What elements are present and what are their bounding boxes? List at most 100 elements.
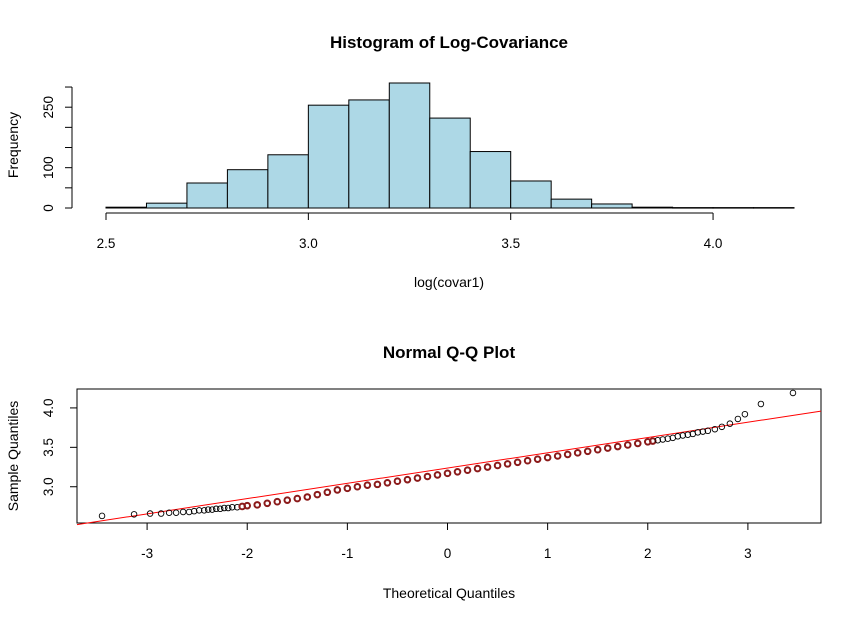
- histogram-bar: [388, 82, 431, 209]
- qq-plot-x-axis: -3 -2 -1 0 1 2 3: [141, 523, 752, 561]
- qq-point: [757, 400, 765, 408]
- qq-point: [413, 474, 422, 482]
- qq-point: [483, 463, 492, 471]
- qq-point: [726, 420, 734, 427]
- qq-point: [734, 415, 742, 423]
- histogram-y-tick-label: 250: [41, 96, 56, 119]
- qq-point: [373, 480, 382, 489]
- histogram-x-tick-label: 2.5: [97, 236, 116, 251]
- qq-point: [179, 508, 187, 516]
- qq-point: [204, 506, 212, 513]
- qq-y-tick-label: 4.0: [41, 399, 56, 418]
- qq-point: [208, 506, 216, 513]
- histogram-y-tick-label: 0: [41, 204, 56, 212]
- histogram-bar: [631, 206, 674, 209]
- qq-point: [303, 493, 312, 501]
- qq-point: [195, 507, 203, 514]
- qq-plot-x-label: Theoretical Quantiles: [383, 585, 515, 601]
- qq-point: [543, 453, 552, 462]
- histogram-bar: [348, 99, 390, 209]
- histogram-x-tick-label: 4.0: [704, 236, 723, 251]
- qq-point: [157, 510, 165, 517]
- qq-point: [633, 439, 642, 448]
- qq-point: [718, 423, 726, 431]
- histogram-y-axis: 0 100 250: [41, 86, 73, 212]
- qq-point: [313, 490, 322, 499]
- histogram-y-tick-label: 100: [41, 156, 56, 179]
- histogram-bar: [145, 202, 188, 209]
- qq-points: [98, 389, 797, 520]
- qq-point: [711, 425, 719, 433]
- qq-x-tick-label: 2: [644, 546, 652, 561]
- histogram-y-label: Frequency: [5, 112, 21, 178]
- qq-point: [443, 469, 452, 478]
- qq-point: [146, 510, 154, 517]
- qq-point: [684, 431, 692, 438]
- qq-plot-y-label: Sample Quantiles: [5, 401, 21, 512]
- qq-point: [583, 447, 592, 456]
- qq-point: [243, 501, 252, 510]
- qq-point: [130, 511, 138, 518]
- histogram-x-label: log(covar1): [414, 274, 484, 290]
- histogram-bar: [186, 182, 228, 209]
- qq-point: [603, 444, 612, 452]
- qq-point: [741, 410, 749, 418]
- histogram-bar: [591, 203, 633, 209]
- histogram-x-tick-label: 3.5: [501, 236, 520, 251]
- qq-point: [503, 460, 512, 468]
- histogram-bar: [267, 154, 309, 209]
- qq-point: [323, 488, 332, 497]
- histogram-x-axis: 2.5 3.0 3.5 4.0: [97, 212, 723, 251]
- qq-point: [212, 505, 220, 513]
- qq-point: [273, 497, 282, 506]
- qq-point: [393, 477, 402, 486]
- qq-point: [353, 482, 362, 491]
- qq-x-tick-label: -3: [141, 546, 153, 561]
- qq-point: [553, 452, 562, 460]
- qq-point: [333, 486, 342, 494]
- qq-point: [343, 484, 352, 493]
- histogram-bar: [712, 207, 755, 209]
- qq-point: [694, 429, 702, 436]
- qq-point: [704, 427, 712, 435]
- qq-point: [263, 499, 272, 508]
- qq-point: [383, 479, 392, 487]
- qq-point: [493, 461, 502, 470]
- qq-point: [165, 509, 173, 517]
- qq-plot-y-axis: 3.0 3.5 4.0: [41, 399, 77, 496]
- histogram-bar: [307, 104, 350, 209]
- qq-point: [674, 433, 682, 440]
- qq-point: [473, 464, 482, 473]
- qq-x-tick-label: -2: [241, 546, 253, 561]
- qq-plot-box: [76, 388, 822, 524]
- qq-point: [172, 509, 180, 517]
- qq-x-tick-label: -1: [341, 546, 353, 561]
- qq-y-tick-label: 3.0: [41, 477, 56, 496]
- histogram-title: Histogram of Log-Covariance: [330, 33, 568, 52]
- qq-point: [679, 432, 687, 439]
- qq-point: [453, 467, 462, 476]
- qq-point: [216, 505, 224, 513]
- qq-x-tick-label: 1: [544, 546, 552, 561]
- qq-point: [659, 436, 667, 443]
- qq-point: [185, 508, 193, 516]
- qq-x-tick-label: 0: [444, 546, 452, 561]
- qq-point: [224, 504, 232, 512]
- qq-point: [523, 456, 532, 465]
- qq-point: [664, 435, 672, 442]
- histogram-bars: [105, 82, 795, 209]
- qq-point: [200, 507, 208, 514]
- qq-point: [403, 475, 412, 484]
- qq-x-tick-label: 3: [744, 546, 752, 561]
- qq-plot-title: Normal Q-Q Plot: [383, 343, 516, 362]
- qq-point: [293, 494, 302, 503]
- qq-point: [220, 504, 228, 512]
- qq-y-tick-label: 3.5: [41, 438, 56, 457]
- qq-point: [533, 455, 542, 463]
- qq-point: [190, 507, 198, 515]
- qq-point: [789, 389, 797, 397]
- qq-point: [423, 472, 432, 481]
- histogram-bar: [429, 117, 471, 209]
